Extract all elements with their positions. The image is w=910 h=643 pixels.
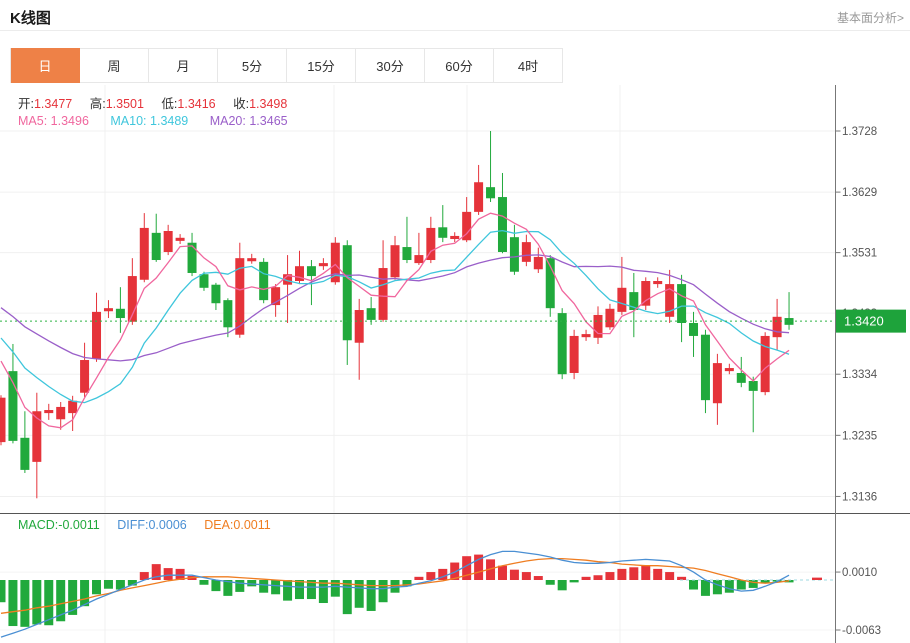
interval-tab-bar: 日 周 月 5分 15分 30分 60分 4时 bbox=[10, 48, 563, 83]
tab-60min[interactable]: 60分 bbox=[425, 48, 494, 83]
svg-text:1.3420: 1.3420 bbox=[844, 314, 884, 329]
tab-30min[interactable]: 30分 bbox=[356, 48, 425, 83]
page-header: K线图 基本面分析> bbox=[0, 0, 910, 31]
svg-text:-0.0063: -0.0063 bbox=[842, 625, 881, 637]
ma10-value: 1.3489 bbox=[150, 114, 189, 128]
ma10-stat: MA10: 1.3489 bbox=[110, 114, 188, 128]
ma20-line bbox=[0, 254, 790, 362]
dea-value: 0.0011 bbox=[233, 518, 271, 532]
low-label: 低: bbox=[161, 97, 178, 111]
ohlc-info-row: 开:1.3477 高:1.3501 低:1.3416 收:1.3498 bbox=[18, 93, 301, 112]
svg-text:1.3235: 1.3235 bbox=[842, 430, 877, 442]
candlestick-macd-chart[interactable]: 1.37281.36291.35311.34331.33341.32351.31… bbox=[0, 84, 910, 643]
open-label: 开: bbox=[18, 97, 34, 111]
svg-text:1.3334: 1.3334 bbox=[842, 369, 878, 381]
tab-4hour[interactable]: 4时 bbox=[494, 48, 563, 83]
dea-stat: DEA:0.0011 bbox=[204, 518, 271, 532]
open-value: 1.3477 bbox=[33, 97, 73, 111]
tab-15min[interactable]: 15分 bbox=[287, 48, 356, 83]
tab-5min[interactable]: 5分 bbox=[218, 48, 287, 83]
fundamental-analysis-link[interactable]: 基本面分析> bbox=[836, 11, 904, 25]
diff-line bbox=[0, 550, 790, 638]
svg-text:1.3531: 1.3531 bbox=[842, 248, 877, 260]
page-title: K线图 bbox=[10, 10, 51, 27]
diff-value: 0.0006 bbox=[148, 518, 187, 532]
diff-stat: DIFF:0.0006 bbox=[117, 518, 186, 532]
low-value: 1.3416 bbox=[177, 97, 216, 111]
tab-week[interactable]: 周 bbox=[80, 48, 149, 83]
svg-text:1.3629: 1.3629 bbox=[842, 187, 877, 199]
close-value: 1.3498 bbox=[249, 97, 288, 111]
diff-label: DIFF: bbox=[117, 518, 149, 532]
macd-stat: MACD:-0.0011 bbox=[18, 518, 100, 532]
macd-label: MACD: bbox=[18, 518, 59, 532]
ma5-label: MA5: bbox=[18, 114, 48, 128]
tab-month[interactable]: 月 bbox=[149, 48, 218, 83]
tab-day[interactable]: 日 bbox=[11, 48, 80, 83]
dea-line bbox=[0, 557, 790, 614]
ma20-label: MA20: bbox=[209, 114, 246, 128]
ma10-line bbox=[0, 229, 790, 404]
high-value: 1.3501 bbox=[105, 97, 144, 111]
macd-info-row: MACD:-0.0011 DIFF:0.0006 DEA:0.0011 bbox=[18, 518, 271, 532]
close-label: 收: bbox=[233, 97, 250, 111]
current-price-badge bbox=[836, 309, 906, 333]
dea-label: DEA: bbox=[204, 518, 234, 532]
svg-text:1.3136: 1.3136 bbox=[842, 491, 877, 503]
ma5-value: 1.3496 bbox=[50, 114, 89, 128]
svg-text:0.0010: 0.0010 bbox=[842, 567, 877, 579]
high-label: 高: bbox=[89, 97, 106, 111]
ma-info-row: MA5: 1.3496 MA10: 1.3489 MA20: 1.3465 bbox=[18, 114, 306, 128]
ma5-line bbox=[0, 212, 790, 429]
ma20-value: 1.3465 bbox=[249, 114, 288, 128]
ma5-stat: MA5: 1.3496 bbox=[18, 114, 89, 128]
macd-value: -0.0011 bbox=[58, 518, 100, 532]
svg-text:1.3728: 1.3728 bbox=[842, 126, 877, 138]
ma20-stat: MA20: 1.3465 bbox=[210, 114, 288, 128]
ma10-label: MA10: bbox=[110, 114, 147, 128]
